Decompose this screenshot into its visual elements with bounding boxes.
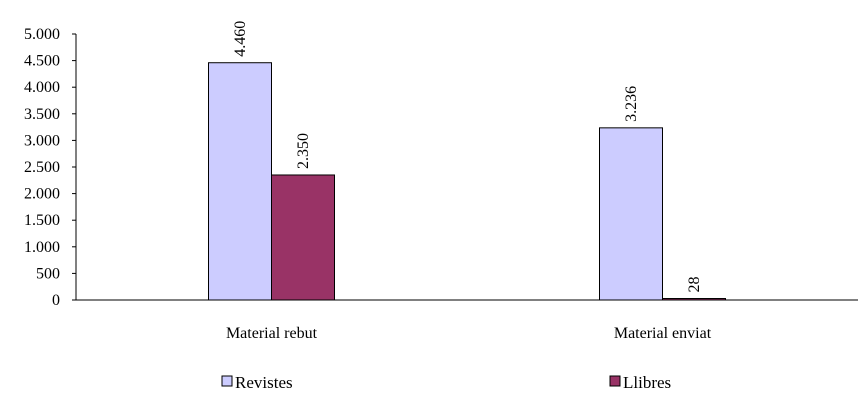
data-label: 3.236 [623,86,640,122]
y-tick-label: 3.000 [24,132,60,149]
y-tick-label: 5.000 [24,26,60,43]
data-labels: 4.460 2.350 3.236 28 [232,21,703,293]
x-axis: Material rebut Material enviat [76,299,858,342]
y-tick-label: 3.500 [24,106,60,123]
data-label: 2.350 [295,133,312,169]
y-tick-label: 1.500 [24,212,60,229]
bar-llibres-1 [271,174,335,301]
y-tick-label: 2.500 [24,159,60,176]
x-category-label: Material enviat [614,325,712,342]
data-label: 4.460 [232,21,249,57]
bar-revistes-1 [208,62,272,301]
legend-label: Revistes [235,373,293,392]
legend-swatch [221,375,233,387]
y-tick-label: 500 [36,265,60,282]
y-tick-label: 4.500 [24,53,60,70]
bars [208,62,726,301]
legend-swatch [609,375,621,387]
y-axis: 0 500 1.000 1.500 2.000 2.500 3.000 3.500 4.000 4… [24,26,77,309]
data-label: 28 [686,277,703,293]
y-tick-label: 2.000 [24,186,60,203]
y-tick-label: 0 [52,292,60,309]
legend: Revistes Llibres [221,373,671,392]
x-category-label: Material rebut [226,325,318,342]
legend-label: Llibres [623,373,671,392]
bar-revistes-2 [599,127,663,301]
y-tick-label: 4.000 [24,79,60,96]
y-tick-label: 1.000 [24,239,60,256]
